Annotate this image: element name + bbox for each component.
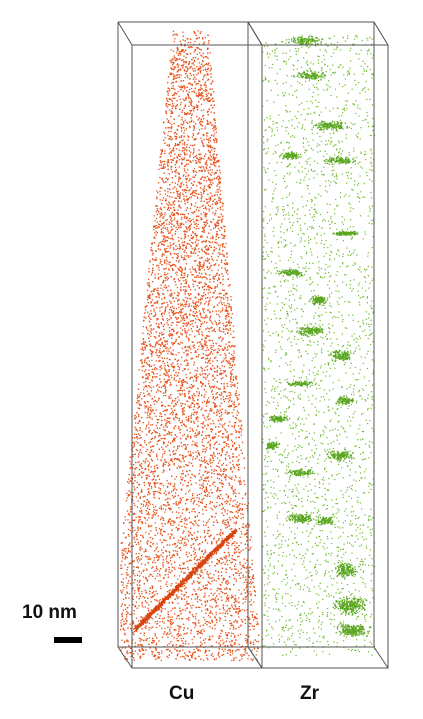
scale-bar	[54, 637, 82, 643]
cu-panel-label: Cu	[169, 683, 195, 704]
zr-panel-label: Zr	[300, 683, 319, 704]
zr-volume-box	[247, 21, 389, 669]
zr-atom-map	[262, 35, 376, 657]
cu-atom-map	[120, 30, 260, 662]
scale-bar-label: 10 nm	[22, 602, 77, 623]
